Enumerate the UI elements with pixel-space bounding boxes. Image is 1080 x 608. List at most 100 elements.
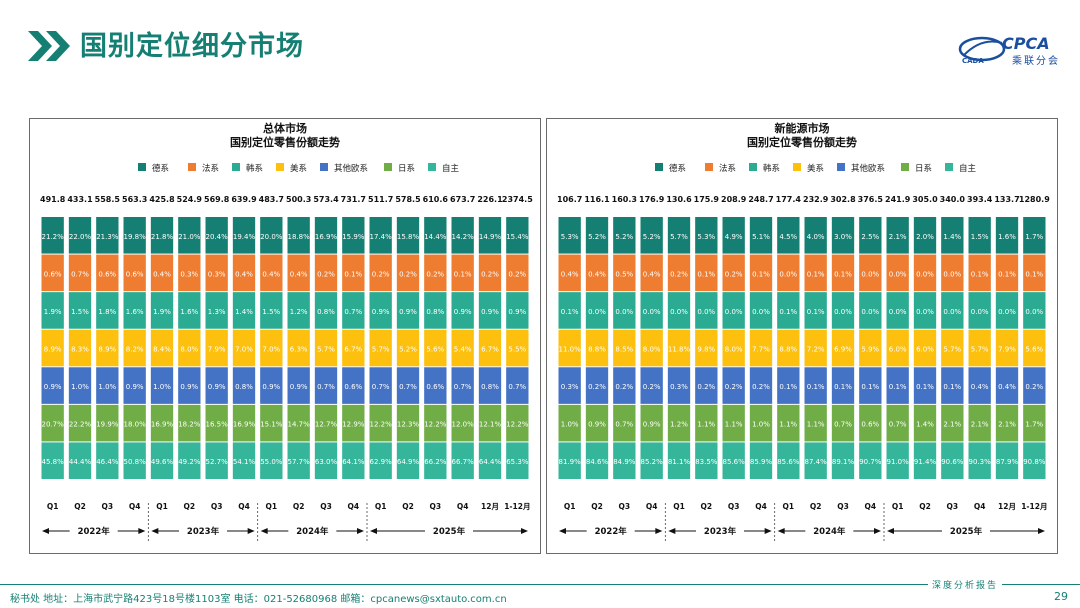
segment-label: 2.1%: [971, 421, 989, 429]
segment-label: 0.3%: [561, 383, 579, 391]
total-label: 106.7: [557, 195, 582, 204]
legend-label: 其他欧系: [334, 163, 368, 174]
bar-segment: [585, 367, 609, 404]
segment-label: 21.0%: [178, 233, 201, 241]
bar-segment: [995, 329, 1019, 367]
bar-segment: [451, 404, 474, 442]
bar-segment: [369, 254, 392, 292]
legend-swatch: [276, 163, 284, 171]
segment-label: 0.6%: [426, 383, 444, 391]
bar-segment: [941, 404, 964, 442]
bar-segment: [722, 329, 745, 367]
segment-label: 91.0%: [887, 458, 910, 466]
segment-label: 14.7%: [288, 421, 311, 429]
bar-segment: [613, 442, 636, 479]
bar-segment: [640, 254, 663, 292]
segment-label: 0.6%: [44, 270, 62, 278]
bar-segment: [886, 442, 909, 479]
segment-label: 0.4%: [998, 383, 1016, 391]
segment-label: 0.1%: [834, 270, 852, 278]
segment-label: 0.0%: [861, 270, 879, 278]
nev-market-panel: 新能源市场 国别定位零售份额走势 德系 法系 韩系 美系 其他欧系 日系 自主 106.7 116.…: [546, 118, 1058, 554]
category-label: Q2: [74, 502, 86, 511]
segment-label: 0.0%: [752, 308, 770, 316]
bar-segment: [123, 329, 146, 367]
bar-segment: [968, 254, 991, 292]
bar-segment: [205, 254, 228, 292]
bar-segment: [478, 254, 502, 292]
bar-segment: [640, 404, 663, 442]
bar-segment: [749, 404, 773, 442]
bar-segment: [342, 404, 365, 442]
segment-label: 0.0%: [861, 308, 879, 316]
bar-segment: [886, 404, 909, 442]
bar-segment: [749, 254, 773, 292]
total-label: 433.1: [67, 195, 93, 204]
legend-label: 德系: [152, 163, 169, 174]
segment-label: 14.2%: [452, 233, 475, 241]
category-label: Q2: [701, 502, 713, 511]
bar-segment: [941, 254, 964, 292]
bar-segment: [205, 292, 228, 329]
legend-swatch: [188, 163, 196, 171]
bar-segment: [831, 292, 855, 329]
bar-segment: [749, 329, 773, 367]
bar-segment: [424, 292, 447, 329]
segment-label: 1.6%: [126, 308, 144, 316]
segment-label: 18.2%: [178, 421, 201, 429]
segment-label: 16.5%: [206, 421, 229, 429]
segment-label: 2.1%: [943, 421, 961, 429]
bar-segment: [260, 404, 283, 442]
segment-label: 8.9%: [98, 346, 116, 354]
segment-label: 0.0%: [916, 270, 934, 278]
bar-segment: [777, 217, 800, 254]
segment-label: 0.3%: [180, 270, 198, 278]
bar-segment: [68, 292, 92, 329]
bar-segment: [859, 367, 882, 404]
logo-text: CPCA: [1002, 34, 1050, 53]
bar-segment: [178, 254, 201, 292]
segment-label: 1.0%: [71, 383, 89, 391]
segment-label: 0.3%: [670, 383, 688, 391]
bar-segment: [831, 367, 855, 404]
category-label: Q2: [810, 502, 822, 511]
legend-label: 韩系: [763, 163, 780, 174]
segment-label: 8.8%: [779, 346, 797, 354]
chart-legend: 德系 法系 韩系 美系 其他欧系 日系 自主: [655, 163, 977, 174]
bar-segment: [968, 442, 991, 479]
category-label: 1-12月: [504, 502, 530, 511]
legend-swatch: [384, 163, 392, 171]
footer-divider: [0, 584, 1080, 585]
segment-label: 12.1%: [479, 421, 502, 429]
bar-segment: [968, 217, 991, 254]
segment-label: 0.1%: [1025, 270, 1043, 278]
bar-segment: [585, 404, 609, 442]
total-label: 393.4: [967, 195, 993, 204]
segment-label: 15.9%: [342, 233, 365, 241]
segment-label: 8.5%: [615, 346, 633, 354]
segment-label: 87.4%: [805, 458, 828, 466]
segment-label: 0.6%: [126, 270, 144, 278]
segment-label: 2.1%: [889, 233, 907, 241]
segment-label: 0.1%: [779, 383, 797, 391]
logo-subtitle: 乘联分会: [1012, 56, 1060, 67]
segment-label: 1.1%: [807, 421, 825, 429]
total-label: 376.5: [858, 195, 884, 204]
segment-label: 0.8%: [481, 383, 499, 391]
category-label: Q3: [947, 502, 959, 511]
bar-segment: [995, 404, 1019, 442]
segment-label: 2.1%: [998, 421, 1016, 429]
bar-segment: [804, 292, 827, 329]
segment-label: 1.9%: [44, 308, 62, 316]
category-label: Q4: [238, 502, 250, 511]
legend-label: 德系: [669, 163, 686, 174]
segment-label: 66.7%: [452, 458, 475, 466]
year-label: 2024年: [813, 526, 846, 537]
bar-segment: [205, 442, 228, 479]
arrow-left-icon: [887, 528, 894, 534]
segment-label: 0.6%: [861, 421, 879, 429]
bar-segment: [777, 442, 800, 479]
bar-segment: [558, 292, 581, 329]
arrow-right-icon: [247, 528, 255, 534]
